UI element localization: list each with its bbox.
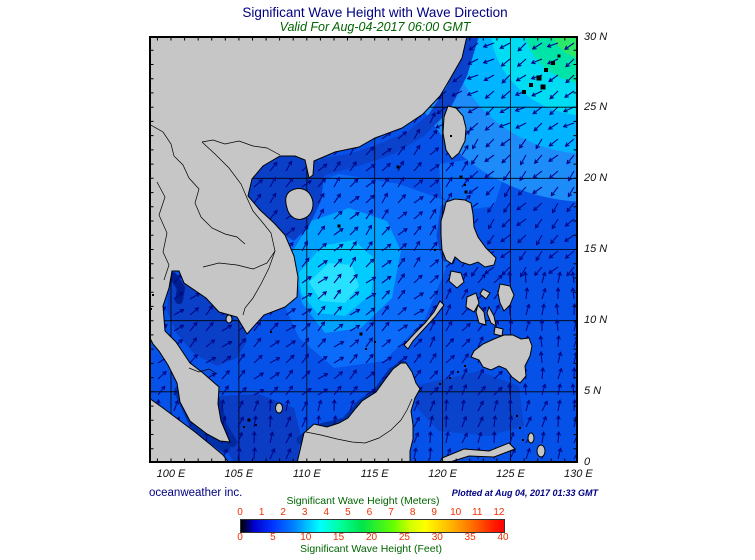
legend-feet-label: Significant Wave Height (Feet) (299, 543, 442, 555)
meters-tick-10: 10 (450, 507, 462, 518)
meters-tick-3: 3 (301, 507, 308, 518)
map-frame (149, 36, 578, 463)
wave-map-canvas (148, 0, 755, 464)
lon-label-125E: 125 E (496, 468, 525, 480)
lon-label-120E: 120 E (428, 468, 457, 480)
feet-tick-30: 30 (431, 532, 443, 543)
lat-label-0: 0 (584, 455, 591, 468)
lat-label-30N: 30 N (584, 30, 608, 43)
legend-meters-ticks: 0 1 2 3 4 5 6 7 8 9 10 11 12 (237, 507, 504, 518)
feet-tick-25: 25 (398, 532, 410, 543)
lon-label-115E: 115 E (360, 468, 389, 480)
valid-time-subtitle: Valid For Aug-04-2017 06:00 GMT (279, 20, 471, 34)
lon-label-110E: 110 E (292, 468, 321, 480)
lon-label-100E: 100 E (156, 468, 186, 480)
lat-label-25N: 25 N (584, 101, 608, 114)
lat-label-5N: 5 N (584, 385, 602, 397)
feet-tick-40: 40 (497, 532, 509, 543)
lat-label-15N: 15 N (584, 243, 608, 256)
lon-label-130E: 130 E (564, 468, 593, 480)
feet-tick-15: 15 (333, 532, 345, 543)
feet-tick-0: 0 (237, 532, 243, 543)
feet-tick-10: 10 (300, 532, 312, 543)
meters-tick-7: 7 (388, 507, 394, 518)
feet-tick-20: 20 (365, 532, 378, 543)
lat-label-20N: 20 N (584, 172, 608, 185)
meters-tick-12: 12 (493, 507, 505, 518)
wave-map (148, 0, 755, 464)
legend-feet-ticks: 0 5 10 15 20 25 30 35 40 (237, 532, 508, 543)
wave-height-colorbar (240, 519, 505, 533)
credit-text: oceanweather inc. (149, 487, 243, 499)
plotted-timestamp: Plotted at Aug 04, 2017 01:33 GMT (451, 488, 598, 498)
meters-tick-2: 2 (280, 507, 286, 518)
meters-tick-8: 8 (409, 507, 416, 518)
meters-tick-1: 1 (258, 507, 265, 518)
meters-tick-5: 5 (345, 507, 351, 518)
legend-meters-label: Significant Wave Height (Meters) (286, 495, 440, 507)
lat-label-10N: 10 N (584, 314, 608, 327)
feet-tick-35: 35 (464, 532, 476, 543)
meters-tick-4: 4 (323, 507, 330, 518)
meters-tick-0: 0 (237, 507, 243, 518)
page-title: Significant Wave Height with Wave Direct… (242, 5, 508, 20)
feet-tick-5: 5 (270, 532, 276, 543)
meters-tick-6: 6 (366, 507, 373, 518)
meters-tick-11: 11 (472, 507, 483, 518)
meters-tick-9: 9 (431, 507, 437, 518)
lon-label-105E: 105 E (224, 468, 254, 480)
